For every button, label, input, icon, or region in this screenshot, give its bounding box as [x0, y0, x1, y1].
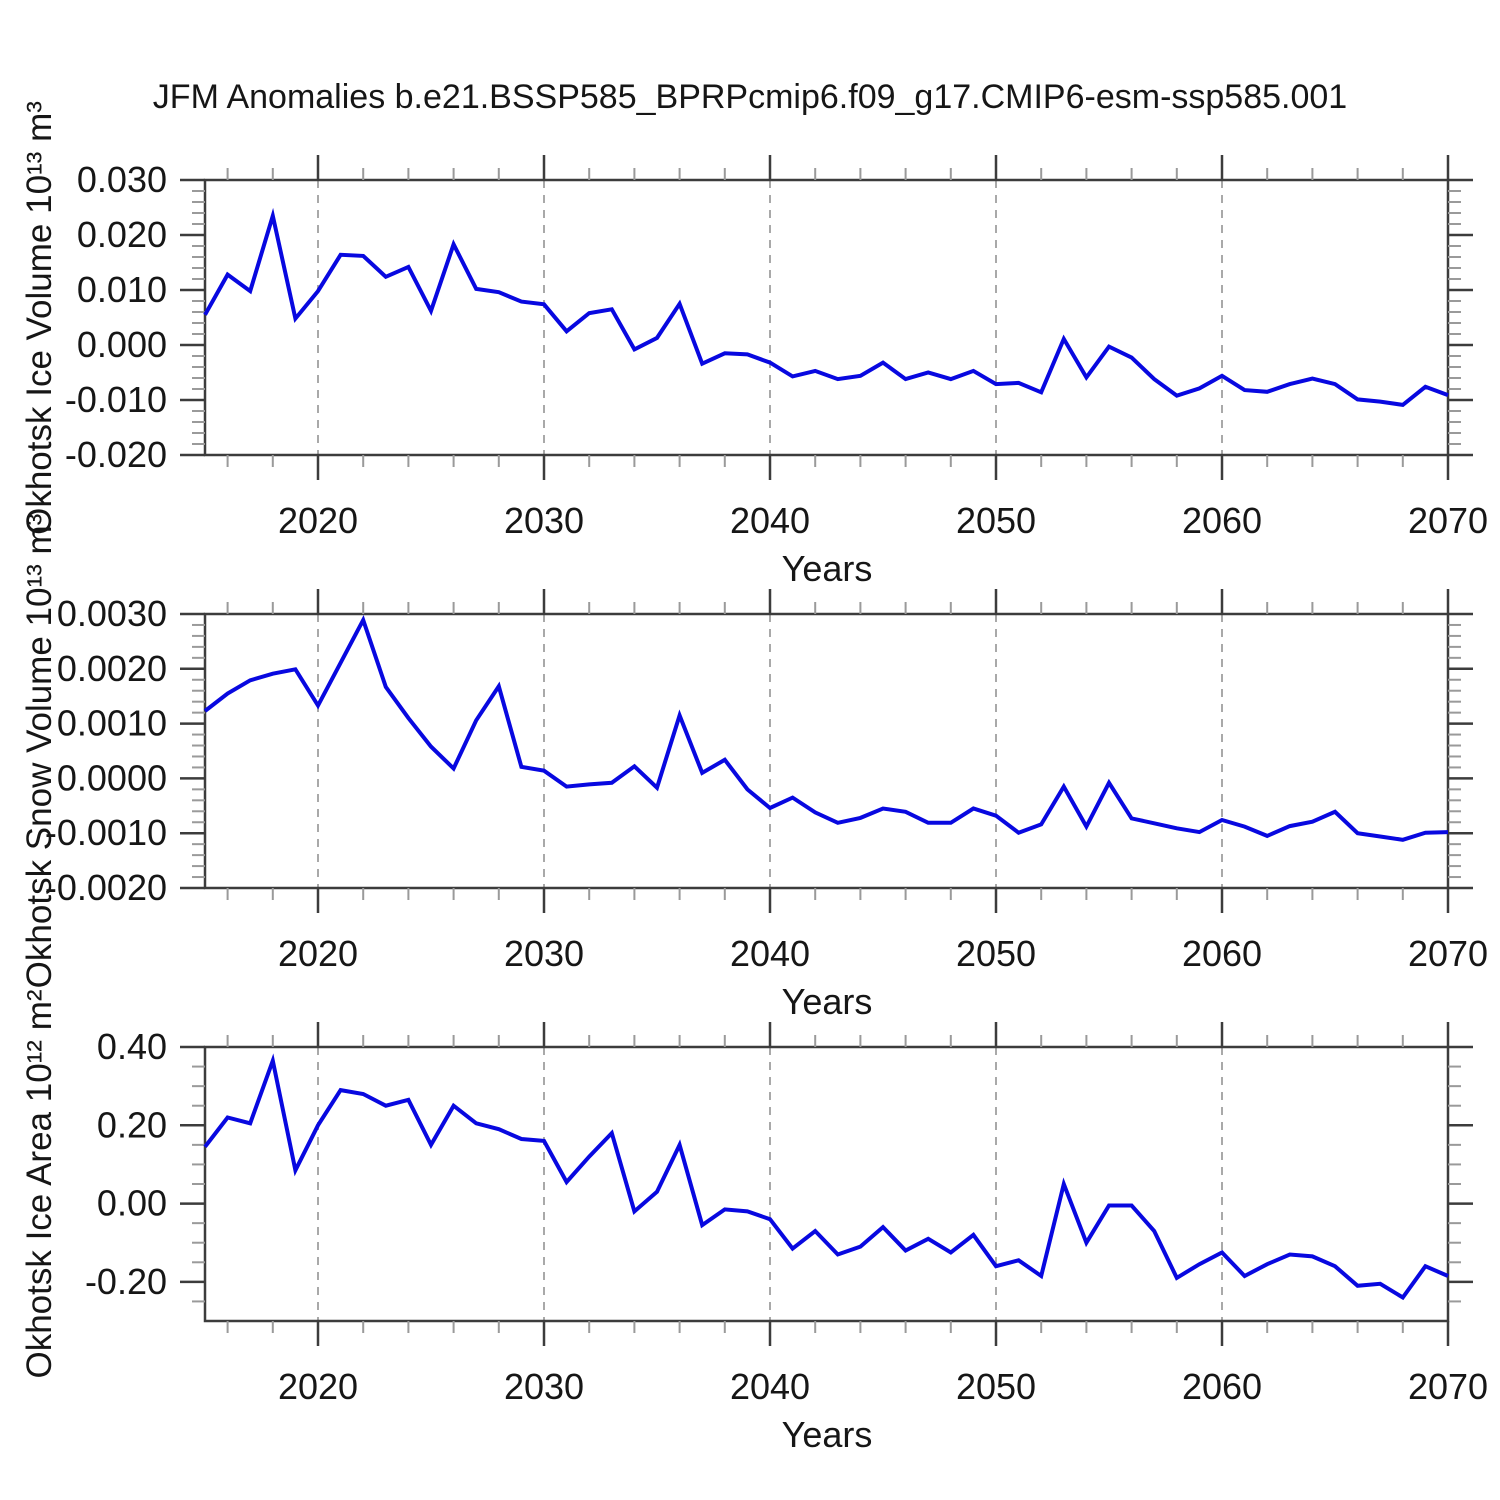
x-axis-title-years-panel-2: Years: [781, 981, 873, 1022]
y-tick-label: 0.030: [77, 159, 167, 200]
x-tick-label: 2060: [1182, 1366, 1262, 1407]
series-line-panel-1: [203, 207, 1449, 408]
y-tick-label: 0.0010: [57, 703, 167, 744]
x-tick-label: 2040: [730, 933, 810, 974]
y-axis-title-ice-area: Okhotsk Ice Area 10¹² m²: [20, 989, 59, 1379]
series-line-panel-3: [203, 1053, 1449, 1301]
y-tick-label: -0.020: [65, 434, 167, 475]
x-tick-label: 2060: [1182, 933, 1262, 974]
panel-1: 2020 2030 2040 2050 2060 2070 0.030 0.020 0.010 0…: [65, 155, 1488, 541]
figure-title: JFM Anomalies b.e21.BSSP585_BPRPcmip6.f0…: [152, 78, 1348, 116]
x-tick-label: 2030: [504, 500, 584, 541]
y-tick-label: 0.0020: [57, 648, 167, 689]
plot-frame: [203, 1045, 1450, 1323]
y-axis-title-snow-volume: Okhotsk Snow Volume 10¹³ m³: [20, 513, 59, 989]
x-tick-label: 2030: [504, 933, 584, 974]
x-tick-label: 2040: [730, 500, 810, 541]
y-tick-label: 0.20: [97, 1104, 167, 1145]
x-axis-title-years-panel-1: Years: [781, 548, 873, 589]
x-tick-label: 2070: [1408, 1366, 1488, 1407]
y-tick-label: 0.020: [77, 214, 167, 255]
y-tick-label: 0.00: [97, 1183, 167, 1224]
y-tick-label: 0.40: [97, 1026, 167, 1067]
y-tick-label: -0.010: [65, 379, 167, 420]
x-tick-label: 2020: [278, 933, 358, 974]
x-tick-label: 2060: [1182, 500, 1262, 541]
x-tick-label: 2070: [1408, 933, 1488, 974]
y-tick-label: 0.010: [77, 269, 167, 310]
y-tick-label: -0.20: [85, 1261, 167, 1302]
x-tick-label: 2040: [730, 1366, 810, 1407]
x-tick-label: 2030: [504, 1366, 584, 1407]
panel-3: 2020 2030 2040 2050 2060 2070 0.40 0.20 0.00 -0.2…: [85, 1022, 1488, 1407]
plot-frame: [203, 178, 1450, 457]
series-line-panel-2: [203, 614, 1449, 842]
x-tick-label: 2020: [278, 500, 358, 541]
x-tick-label: 2050: [956, 933, 1036, 974]
y-tick-label: -0.0010: [45, 812, 167, 853]
y-tick-label: 0.0030: [57, 593, 167, 634]
y-tick-label: 0.0000: [57, 757, 167, 798]
y-tick-label: -0.0020: [45, 867, 167, 908]
x-tick-label: 2070: [1408, 500, 1488, 541]
y-axis-title-ice-volume: Okhotsk Ice Volume 10¹³ m³: [20, 101, 59, 535]
y-tick-label: 0.000: [77, 324, 167, 365]
x-tick-label: 2050: [956, 1366, 1036, 1407]
x-tick-label: 2020: [278, 1366, 358, 1407]
panel-2: 2020 2030 2040 2050 2060 2070 0.0030 0.0020 0.00…: [45, 589, 1488, 974]
plot-frame: [203, 612, 1450, 890]
x-tick-label: 2050: [956, 500, 1036, 541]
x-axis-title-years-panel-3: Years: [781, 1414, 873, 1455]
